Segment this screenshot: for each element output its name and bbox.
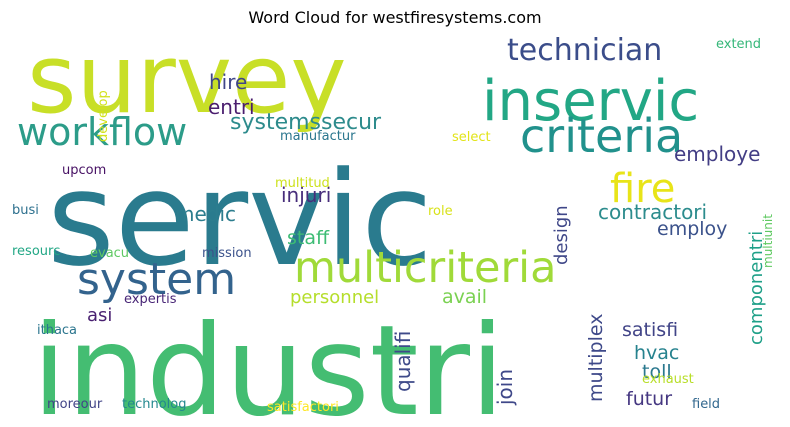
word-evacu: evacu xyxy=(90,246,129,261)
word-avail: avail xyxy=(442,286,487,308)
word-busi: busi xyxy=(12,203,39,218)
word-join: join xyxy=(493,369,517,406)
word-expertis: expertis xyxy=(124,292,177,307)
word-manufactur: manufactur xyxy=(280,129,356,144)
word-employe: employe xyxy=(674,142,760,166)
word-develop: develop xyxy=(96,90,111,142)
word-hvac: hvac xyxy=(634,342,679,364)
word-personnel: personnel xyxy=(290,287,379,308)
word-inservic: inservic xyxy=(482,69,699,134)
word-extend: extend xyxy=(716,37,761,52)
chart-title: Word Cloud for westfiresystems.com xyxy=(248,8,542,27)
word-qualifi: qualifi xyxy=(391,331,415,392)
word-componentri: componentri xyxy=(746,231,767,345)
word-staff: staff xyxy=(287,227,330,249)
word-field: field xyxy=(692,397,720,412)
word-multiunit: multiunit xyxy=(761,214,775,268)
word-satisfi: satisfi xyxy=(622,319,678,341)
word-resourc: resourc xyxy=(12,244,60,259)
word-multicriteria: multicriteria xyxy=(294,243,556,293)
word-exhaust: exhaust xyxy=(642,372,694,387)
word-design: design xyxy=(551,205,572,265)
word-employ: employ xyxy=(657,218,727,240)
word-systemssecur: systemssecur xyxy=(230,110,382,135)
word-entri: entri xyxy=(208,95,255,119)
word-ithaca: ithaca xyxy=(37,323,77,338)
word-toll: toll xyxy=(642,361,672,383)
word-survey: survey xyxy=(27,32,347,135)
word-fire: fire xyxy=(610,166,675,212)
word-technician: technician xyxy=(507,33,662,68)
word-injuri: injuri xyxy=(281,183,331,207)
word-upcom: upcom xyxy=(62,163,106,178)
word-multitud: multitud xyxy=(275,176,330,191)
word-futur: futur xyxy=(626,388,672,410)
word-system: system xyxy=(77,254,236,305)
word-industri: industri xyxy=(32,299,505,417)
word-moreour: moreour xyxy=(47,397,103,412)
word-asi: asi xyxy=(87,305,112,326)
word-workflow: workflow xyxy=(17,110,187,154)
word-technolog: technolog xyxy=(122,397,187,412)
word-hire: hire xyxy=(209,70,247,94)
word-mission: mission xyxy=(202,246,252,261)
word-medic: medic xyxy=(175,202,236,226)
word-role: role xyxy=(428,204,453,219)
word-satisfactori: satisfactori xyxy=(267,400,339,415)
word-multiplex: multiplex xyxy=(585,314,607,403)
word-servic: servic xyxy=(47,143,433,295)
word-select: select xyxy=(452,130,491,145)
word-contractori: contractori xyxy=(598,200,707,224)
word-criteria: criteria xyxy=(520,109,683,163)
